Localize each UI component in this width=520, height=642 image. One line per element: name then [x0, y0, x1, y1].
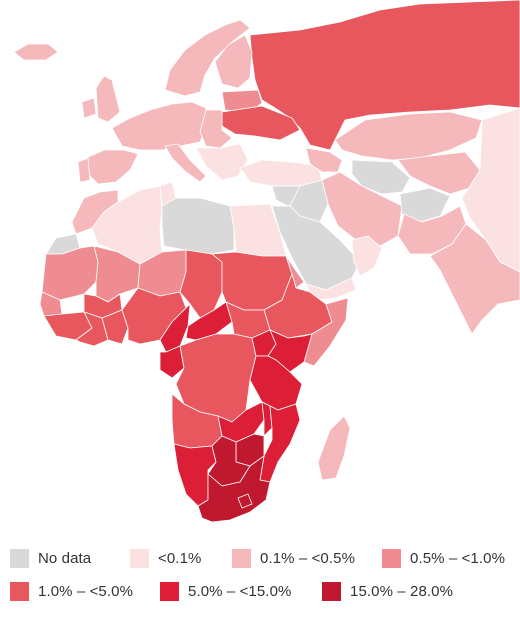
legend-swatch-0-5-to-1-0 [382, 548, 401, 568]
legend-item-1-0-to-5-0: 1.0% – <5.0% [10, 580, 133, 602]
region-china [461, 107, 520, 273]
region-lesotho [237, 493, 253, 509]
legend-swatch-1-0-to-5-0 [10, 581, 29, 601]
legend-label-15-0-to-28-0: 15.0% – 28.0% [350, 582, 454, 600]
legend-label-no-data: No data [38, 549, 92, 567]
region-kenya [267, 329, 313, 373]
region-eritrea [285, 255, 305, 289]
region-portugal [77, 157, 91, 183]
region-south-africa [197, 455, 271, 523]
region-scandinavia [164, 19, 251, 97]
region-united-kingdom [95, 75, 121, 123]
legend: No data <0.1% 0.1% – <0.5% 0.5% – <1.0% … [0, 536, 520, 642]
region-iceland [13, 43, 59, 61]
region-finland [214, 34, 253, 89]
region-india [429, 223, 520, 335]
legend-item-0-1-to-0-5: 0.1% – <0.5% [232, 547, 355, 569]
legend-item-lt-0-1: <0.1% [130, 547, 201, 569]
legend-swatch-0-1-to-0-5 [232, 548, 251, 568]
legend-item-15-0-to-28-0: 15.0% – 28.0% [322, 580, 453, 602]
region-kazakhstan [334, 111, 483, 161]
legend-label-lt-0-1: <0.1% [158, 549, 202, 567]
region-algeria [91, 185, 163, 265]
region-somalia [303, 297, 349, 367]
legend-label-5-0-to-15-0: 5.0% – <15.0% [188, 582, 292, 600]
region-malawi [261, 401, 273, 437]
region-afghanistan [399, 187, 451, 223]
region-madagascar [317, 415, 351, 481]
region-ukraine [221, 105, 301, 141]
legend-swatch-lt-0-1 [130, 548, 149, 568]
region-spain [85, 149, 139, 185]
legend-swatch-5-0-to-15-0 [160, 581, 179, 601]
legend-item-0-5-to-1-0: 0.5% – <1.0% [382, 547, 505, 569]
region-libya [161, 197, 235, 255]
legend-swatch-15-0-to-28-0 [322, 581, 341, 601]
choropleth-map [13, 0, 520, 523]
legend-item-5-0-to-15-0: 5.0% – <15.0% [160, 580, 291, 602]
legend-swatch-no-data [10, 548, 29, 568]
region-turkmenistan [351, 159, 411, 195]
region-eastern-europe [199, 109, 233, 149]
region-oman [351, 235, 383, 277]
region-tanzania [249, 355, 303, 411]
legend-label-1-0-to-5-0: 1.0% – <5.0% [38, 582, 134, 600]
legend-item-no-data: No data [10, 547, 91, 569]
region-ghana [101, 309, 129, 345]
region-russia [249, 0, 520, 151]
legend-label-0-1-to-0-5: 0.1% – <0.5% [260, 549, 356, 567]
region-ireland [81, 97, 97, 119]
region-saudi-arabia [271, 205, 361, 291]
legend-label-0-5-to-1-0: 0.5% – <1.0% [410, 549, 506, 567]
region-italy [164, 143, 207, 183]
region-caucasus [305, 147, 343, 173]
region-pakistan [397, 205, 467, 255]
